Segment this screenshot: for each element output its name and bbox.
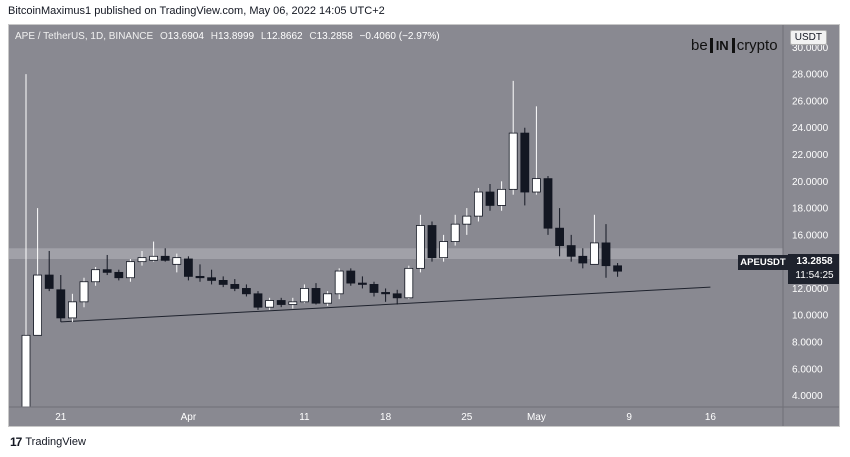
candle-down bbox=[369, 284, 379, 293]
ohlc-legend: APE / TetherUS, 1D, BINANCE O13.6904 H13… bbox=[15, 31, 440, 42]
change-value: −0.4060 (−2.97%) bbox=[359, 31, 440, 42]
close-value: 13.2858 bbox=[316, 31, 353, 42]
candle-down bbox=[207, 277, 217, 281]
candle-down bbox=[253, 293, 263, 308]
high-key: H bbox=[210, 31, 218, 42]
time-tick-label: 9 bbox=[626, 412, 632, 423]
low-value: 12.8662 bbox=[266, 31, 303, 42]
open-key: O bbox=[159, 31, 168, 42]
candle-up bbox=[79, 281, 89, 303]
candle-down bbox=[601, 242, 611, 267]
candle-up bbox=[590, 242, 599, 265]
candle-down bbox=[102, 269, 112, 273]
candle-up bbox=[68, 301, 77, 319]
price-tick-label: 24.0000 bbox=[792, 123, 829, 134]
candle-up bbox=[508, 132, 518, 190]
candle-down bbox=[357, 282, 367, 285]
tradingview-footer[interactable]: 17 TradingView bbox=[10, 435, 86, 449]
symbol-price-label: APEUSDT bbox=[738, 255, 788, 270]
candle-down bbox=[276, 300, 286, 305]
price-tick-label: 22.0000 bbox=[792, 150, 829, 161]
tradingview-wordmark: TradingView bbox=[25, 436, 86, 448]
price-tick-label: 6.0000 bbox=[792, 364, 823, 375]
last-price: 13.2858 bbox=[796, 256, 833, 267]
candle-up bbox=[33, 274, 43, 336]
time-tick-label: 11 bbox=[299, 412, 310, 423]
candle-down bbox=[241, 288, 251, 295]
symbol-label: APE / TetherUS, 1D, BINANCE bbox=[15, 31, 154, 42]
publish-header: BitcoinMaximus1 published on TradingView… bbox=[8, 5, 385, 17]
price-tick-label: 12.0000 bbox=[792, 284, 829, 295]
candle-up bbox=[323, 293, 333, 304]
candle-up bbox=[149, 255, 159, 261]
candle-up bbox=[126, 261, 135, 279]
time-tick-label: Apr bbox=[181, 412, 197, 423]
candle-down bbox=[392, 293, 402, 299]
candle-up bbox=[299, 288, 309, 303]
candle-down bbox=[427, 225, 437, 259]
candle-down bbox=[218, 280, 228, 285]
candlestick-chart[interactable]: 30.0000 28.0000 26.0000 24.0000 22.0000 20.00… bbox=[9, 25, 840, 427]
chart-panel[interactable]: 30.0000 28.0000 26.0000 24.0000 22.0000 20.00… bbox=[8, 24, 840, 427]
price-tick-label: 30.0000 bbox=[792, 43, 829, 54]
candle-down bbox=[555, 227, 564, 246]
candle-down bbox=[613, 265, 622, 272]
price-tick-label: 26.0000 bbox=[792, 96, 829, 107]
high-value: 13.8999 bbox=[217, 31, 255, 42]
candle-down bbox=[346, 270, 356, 284]
ascending-support-line bbox=[60, 286, 711, 323]
resistance-zone bbox=[9, 248, 783, 259]
candle-up bbox=[404, 267, 414, 299]
time-tick-label: 25 bbox=[461, 412, 473, 423]
price-tick-label: 4.0000 bbox=[792, 391, 823, 402]
candle-down bbox=[566, 245, 576, 257]
candle-down bbox=[520, 132, 530, 193]
price-tick-label: 20.0000 bbox=[792, 177, 829, 188]
candle-down bbox=[578, 255, 588, 264]
time-tick-label: 21 bbox=[55, 412, 67, 423]
tradingview-logo-icon: 17 bbox=[10, 435, 22, 449]
candle-up bbox=[473, 191, 483, 217]
candle-down bbox=[381, 292, 391, 295]
beincrypto-logo: be IN crypto bbox=[691, 37, 778, 54]
last-price-tag: 13.2858 11:54:25 bbox=[788, 254, 839, 284]
candle-up bbox=[172, 257, 182, 265]
candle-up bbox=[462, 215, 472, 225]
candle-down bbox=[195, 275, 205, 279]
price-tick-label: 18.0000 bbox=[792, 204, 829, 215]
close-key: C bbox=[309, 31, 317, 42]
candle-down bbox=[543, 178, 553, 229]
candle-up bbox=[91, 269, 100, 283]
currency-unit-badge[interactable]: USDT bbox=[789, 30, 827, 45]
candle-down bbox=[56, 289, 66, 319]
candle-up bbox=[439, 241, 449, 259]
candle-down bbox=[485, 191, 495, 206]
candle-up bbox=[265, 300, 275, 308]
candle-down bbox=[114, 271, 124, 279]
candle-up bbox=[288, 301, 298, 305]
time-tick-label: 16 bbox=[705, 412, 717, 423]
candle-up bbox=[21, 334, 31, 407]
time-tick-label: 18 bbox=[380, 412, 392, 423]
bar-countdown: 11:54:25 bbox=[795, 270, 834, 281]
open-value: 13.6904 bbox=[167, 31, 204, 42]
price-tick-label: 10.0000 bbox=[792, 311, 829, 322]
candle-up bbox=[415, 225, 425, 269]
candle-down bbox=[183, 258, 193, 277]
candle-up bbox=[137, 257, 147, 263]
candle-down bbox=[160, 255, 170, 261]
candle-down bbox=[230, 284, 240, 289]
candle-down bbox=[311, 288, 321, 304]
low-key: L bbox=[260, 31, 267, 42]
candle-up bbox=[334, 270, 344, 295]
price-tick-label: 28.0000 bbox=[792, 70, 829, 81]
candle-down bbox=[44, 274, 54, 289]
candle-up bbox=[450, 223, 460, 242]
price-tick-label: 8.0000 bbox=[792, 338, 823, 349]
candle-up bbox=[532, 178, 541, 193]
candle-up bbox=[497, 188, 507, 206]
price-tick-label: 16.0000 bbox=[792, 230, 829, 241]
time-tick-label: May bbox=[527, 412, 546, 423]
